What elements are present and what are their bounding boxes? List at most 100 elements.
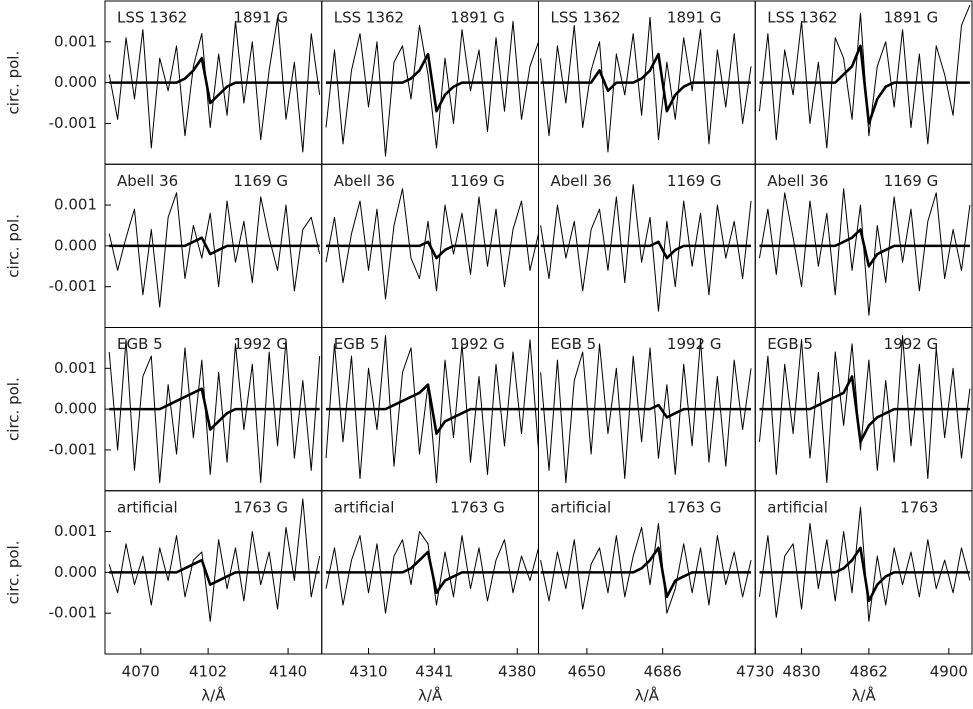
data-line [540, 339, 752, 484]
model-line [540, 403, 752, 419]
model-line [109, 558, 320, 586]
x-tick-label: 4341 [415, 663, 453, 681]
model-line [540, 546, 752, 599]
data-line [108, 339, 321, 484]
x-tick-label: 4900 [930, 663, 968, 681]
x-tick-label: 4380 [498, 663, 536, 681]
model-line [759, 228, 970, 268]
plot-area [108, 339, 321, 484]
plot-area [108, 192, 321, 308]
y-tick-label: 0.000 [54, 236, 97, 254]
panel-field: 1169 G [884, 172, 939, 190]
model-line [109, 56, 320, 105]
panel-title: Abell 36 [551, 172, 612, 190]
panel-field: 1992 G [233, 335, 288, 353]
x-tick-label: 4862 [850, 663, 888, 681]
y-tick-label: 0.001 [54, 522, 97, 540]
panel-field: 1891 G [667, 9, 722, 27]
y-tick-label: 0.000 [54, 563, 97, 581]
plot-area [758, 188, 971, 316]
panel-title: EGB 5 [767, 335, 813, 353]
plot-area [540, 339, 752, 484]
y-axis-label: circ. pol. [5, 51, 23, 115]
data-line [758, 335, 971, 484]
x-axis-label: λ/Å [418, 686, 443, 705]
plot-area [758, 4, 971, 149]
model-line [540, 240, 752, 260]
model-line [326, 240, 539, 260]
panel-frame [754, 490, 973, 655]
plot-area [108, 16, 321, 153]
panel-title: EGB 5 [334, 335, 380, 353]
model-line [326, 52, 539, 113]
panel-title: LSS 1362 [334, 9, 404, 27]
panel-title: artificial [551, 498, 612, 516]
x-tick-label: 4140 [269, 663, 307, 681]
panel-field: 1169 G [450, 172, 505, 190]
plot-area [540, 16, 752, 153]
data-line [325, 20, 539, 157]
model-line [759, 546, 970, 603]
panel-field: 1169 G [233, 172, 288, 190]
panel-field: 1763 [900, 498, 938, 516]
x-tick-label: 4686 [644, 663, 682, 681]
y-tick-label: 0.001 [54, 32, 97, 50]
model-line [759, 44, 970, 125]
plot-area [325, 20, 539, 157]
panel-title: EGB 5 [551, 335, 597, 353]
plot-area [758, 506, 971, 622]
model-line [109, 387, 320, 431]
panel-field: 1763 G [450, 498, 505, 516]
y-tick-label: 0.001 [54, 196, 97, 214]
model-line [326, 550, 539, 595]
panel-title: Abell 36 [117, 172, 178, 190]
x-axis-label: λ/Å [852, 686, 877, 705]
panel-field: 1891 G [884, 9, 939, 27]
panel-field: 1992 G [450, 335, 505, 353]
data-line [108, 498, 321, 622]
data-line [325, 188, 539, 300]
x-tick-label: 4830 [782, 663, 820, 681]
x-tick-label: 4102 [189, 663, 227, 681]
plot-area [325, 531, 539, 614]
plot-area [540, 184, 752, 312]
panel-field: 1763 G [233, 498, 288, 516]
data-line [540, 184, 752, 312]
data-line [540, 16, 752, 153]
panel-field: 1891 G [450, 9, 505, 27]
panel-field: 1992 G [884, 335, 939, 353]
model-line [540, 52, 752, 113]
y-axis-label: circ. pol. [5, 377, 23, 441]
x-tick-label: 4730 [736, 663, 774, 681]
panel-title: artificial [334, 498, 395, 516]
panel-field: 1992 G [667, 335, 722, 353]
plot-area [325, 335, 539, 484]
panel-field: 1169 G [667, 172, 722, 190]
panel-title: artificial [117, 498, 178, 516]
plot-area [325, 188, 539, 300]
panel-title: Abell 36 [334, 172, 395, 190]
y-tick-label: -0.001 [49, 440, 97, 458]
data-line [540, 522, 752, 614]
data-line [108, 16, 321, 153]
data-line [325, 335, 539, 484]
y-tick-label: 0.001 [54, 359, 97, 377]
model-line [759, 375, 970, 444]
y-tick-label: -0.001 [49, 277, 97, 295]
model-line [326, 383, 539, 435]
x-axis-label: λ/Å [635, 686, 660, 705]
panel-title: artificial [767, 498, 828, 516]
y-axis-label: circ. pol. [5, 541, 23, 605]
y-tick-label: 0.000 [54, 400, 97, 418]
plot-area [108, 498, 321, 622]
panel-field: 1763 G [667, 498, 722, 516]
plot-area [540, 522, 752, 614]
panel-title: Abell 36 [767, 172, 828, 190]
x-axis-label: λ/Å [201, 686, 226, 705]
x-tick-label: 4070 [122, 663, 160, 681]
panel-title: LSS 1362 [551, 9, 621, 27]
model-line [109, 236, 320, 256]
y-tick-label: 0.000 [54, 73, 97, 91]
x-tick-label: 4310 [349, 663, 387, 681]
